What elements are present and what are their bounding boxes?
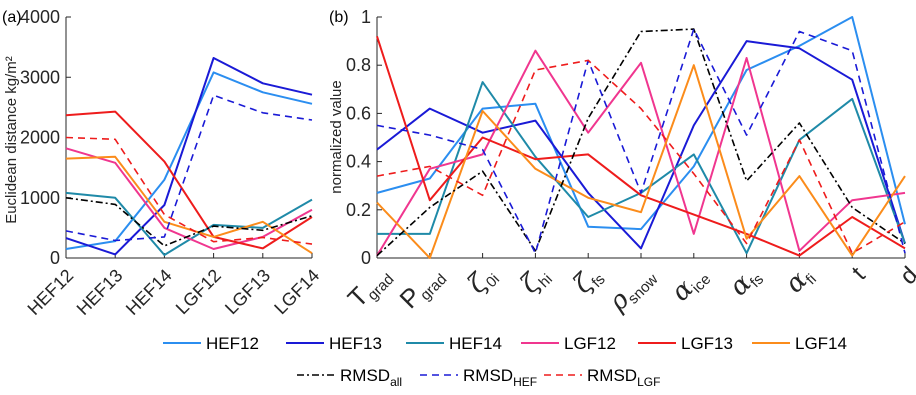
series-line-rmsd-hef <box>376 28 906 254</box>
series-line-rmsd-all <box>376 28 906 257</box>
legend-label-base: RMSD <box>463 366 513 385</box>
x-tick-label: HEF12 <box>24 265 78 319</box>
y-tick-label: 3000 <box>20 67 60 87</box>
x-tick-label: HEF13 <box>73 265 127 319</box>
x-tick-label-base: t <box>847 261 871 285</box>
x-tick-label: αice <box>666 260 715 309</box>
x-tick-label-sub: snow <box>625 271 662 308</box>
legend-label: HEF12 <box>206 334 259 353</box>
legend-label-sub: all <box>390 375 402 389</box>
legend-item-hef14: HEF14 <box>406 334 502 353</box>
series-line-lgf13 <box>376 35 906 257</box>
y-tick-label: 0.2 <box>346 200 371 220</box>
x-tick-label: Pgrad <box>393 260 450 317</box>
x-tick-label: ρsnow <box>603 260 662 319</box>
legend-label-sub: HEF <box>513 375 537 389</box>
series-line-lgf12 <box>376 49 906 257</box>
series-line-lgf13 <box>65 110 313 250</box>
y-tick-label: 1000 <box>20 188 60 208</box>
x-tick-label: LGF12 <box>172 265 225 318</box>
legend-label: LGF13 <box>681 334 733 353</box>
x-tick-label: t <box>847 261 871 285</box>
legend-label: HEF14 <box>449 334 502 353</box>
series-line-lgf12 <box>65 147 313 250</box>
series-line-hef12 <box>65 71 313 250</box>
series-line-rmsd-lgf <box>376 59 906 254</box>
y-tick-label: 2000 <box>20 128 60 148</box>
legend-label: LGF12 <box>564 334 616 353</box>
y-tick-label: 0.4 <box>346 152 371 172</box>
legend-item-lgf13: LGF13 <box>638 334 733 353</box>
x-tick-label: HEF14 <box>122 265 176 319</box>
legend-item-rmsd-all: RMSDall <box>297 366 402 389</box>
y-tick-label: 0 <box>50 248 60 268</box>
panel-label-a: (a) <box>2 9 22 26</box>
legend-label: RMSDHEF <box>463 366 537 389</box>
panel-a: 01000200030004000HEF12HEF13HEF14LGF12LGF… <box>2 7 323 319</box>
series-line-lgf14 <box>376 64 906 259</box>
x-tick-label-base: d <box>895 262 916 291</box>
series-line-rmsd-all <box>65 197 313 247</box>
y-tick-label: 4000 <box>20 7 60 27</box>
x-tick-label: ζhi <box>515 260 556 301</box>
x-tick-label: d <box>895 262 916 291</box>
x-tick-label: LGF14 <box>270 265 323 318</box>
x-tick-label: ζfs <box>568 260 609 301</box>
series-line-rmsd-lgf <box>65 136 313 245</box>
y-axis-label: normalized value <box>328 80 345 193</box>
legend-label: LGF14 <box>795 334 847 353</box>
legend-item-rmsd-lgf: RMSDLGF <box>544 366 660 389</box>
y-tick-label: 0.8 <box>346 55 371 75</box>
legend-item-hef12: HEF12 <box>163 334 259 353</box>
x-tick-label: αfi <box>780 260 820 300</box>
y-tick-label: 1 <box>361 7 371 27</box>
x-tick-label: ζ0i <box>462 260 503 301</box>
legend-label: HEF13 <box>329 334 382 353</box>
series-line-hef13 <box>65 57 313 256</box>
legend-item-lgf12: LGF12 <box>521 334 616 353</box>
legend-label: RMSDall <box>340 366 402 389</box>
legend-label-base: RMSD <box>587 366 637 385</box>
y-tick-label: 0 <box>361 248 371 268</box>
series-line-hef13 <box>376 40 906 250</box>
legend-label-base: RMSD <box>340 366 390 385</box>
legend-label: RMSDLGF <box>587 366 660 389</box>
series-line-hef14 <box>65 191 313 256</box>
legend-item-hef13: HEF13 <box>286 334 382 353</box>
panel-label-b: (b) <box>329 9 349 26</box>
x-tick-label: αfs <box>724 260 767 303</box>
series-line-rmsd-hef <box>65 94 313 242</box>
legend-item-lgf14: LGF14 <box>752 334 847 353</box>
y-tick-label: 0.6 <box>346 103 371 123</box>
x-tick-label: LGF13 <box>221 265 274 318</box>
legend-item-rmsd-hef: RMSDHEF <box>420 366 537 389</box>
series-line-lgf14 <box>65 155 313 255</box>
y-axis-label: Euclidean distance kg/m² <box>3 56 20 224</box>
legend-label-sub: LGF <box>637 375 660 389</box>
